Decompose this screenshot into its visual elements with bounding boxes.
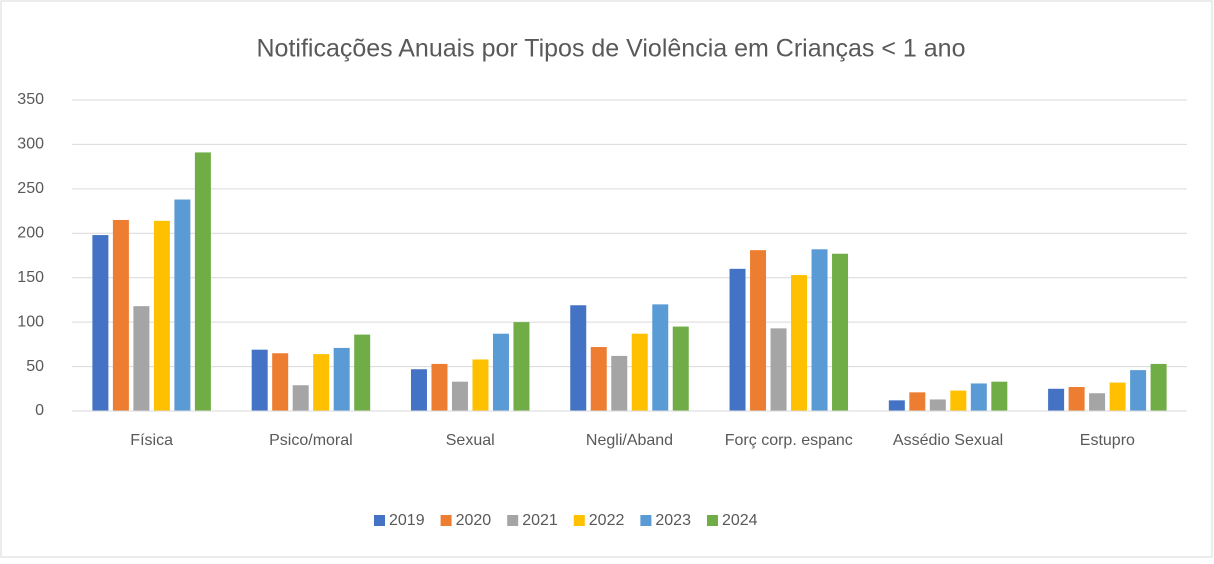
bar — [472, 359, 489, 411]
bar — [729, 268, 746, 411]
y-tick-label: 0 — [35, 402, 44, 419]
bar — [970, 383, 987, 411]
bar — [832, 253, 849, 411]
bar — [174, 199, 191, 411]
x-tick-label: Forç corp. espanc — [725, 432, 853, 449]
bar — [991, 381, 1008, 411]
bar — [652, 304, 669, 411]
legend-label: 2023 — [655, 512, 691, 529]
bar — [153, 220, 170, 411]
bar — [750, 250, 767, 411]
bar — [1089, 393, 1106, 411]
x-tick-label: Assédio Sexual — [893, 432, 1003, 449]
legend-label: 2020 — [456, 512, 492, 529]
legend-label: 2024 — [722, 512, 758, 529]
y-tick-label: 50 — [26, 358, 44, 375]
bar — [1109, 382, 1126, 411]
legend-swatch — [507, 515, 519, 526]
bar — [333, 347, 350, 411]
y-tick-label: 100 — [17, 313, 44, 330]
y-tick-label: 350 — [17, 91, 44, 108]
bar — [950, 390, 967, 411]
bar — [611, 355, 628, 411]
y-tick-label: 300 — [17, 136, 44, 153]
x-tick-label: Psico/moral — [269, 432, 353, 449]
bar — [590, 347, 607, 411]
bar — [410, 369, 427, 411]
bar — [451, 381, 468, 411]
y-tick-label: 250 — [17, 180, 44, 197]
bar — [431, 363, 448, 411]
bar — [492, 333, 509, 411]
bar — [251, 349, 268, 411]
bar — [631, 333, 648, 411]
bar — [672, 326, 689, 411]
bar — [133, 306, 150, 411]
legend-label: 2021 — [522, 512, 558, 529]
bar — [770, 328, 787, 411]
bar — [313, 354, 330, 411]
bar — [513, 322, 530, 411]
x-tick-label: Física — [130, 432, 173, 449]
bar — [1150, 363, 1167, 411]
bar — [811, 249, 828, 411]
x-tick-label: Negli/Aband — [586, 432, 673, 449]
chart-title: Notificações Anuais por Tipos de Violênc… — [257, 35, 966, 63]
legend-swatch — [374, 515, 385, 526]
bar — [570, 305, 587, 411]
legend-label: 2022 — [589, 512, 625, 529]
legend-swatch — [440, 515, 452, 526]
legend-swatch — [640, 515, 652, 526]
bar — [888, 400, 905, 411]
x-tick-label: Estupro — [1080, 432, 1135, 449]
bar — [354, 334, 371, 411]
bar — [791, 275, 808, 411]
bar — [272, 353, 289, 411]
bar — [1130, 370, 1147, 411]
y-tick-label: 200 — [17, 225, 44, 242]
legend-swatch — [573, 515, 585, 526]
bar — [292, 385, 309, 411]
bar — [929, 399, 946, 411]
bar — [1048, 388, 1065, 411]
x-tick-label: Sexual — [446, 432, 495, 449]
legend-label: 2019 — [389, 512, 425, 529]
bar — [194, 152, 211, 411]
y-tick-label: 150 — [17, 269, 44, 286]
bar — [909, 392, 926, 411]
legend-swatch — [706, 515, 718, 526]
bar — [112, 219, 129, 411]
bar — [1068, 387, 1085, 411]
bar — [92, 235, 109, 411]
